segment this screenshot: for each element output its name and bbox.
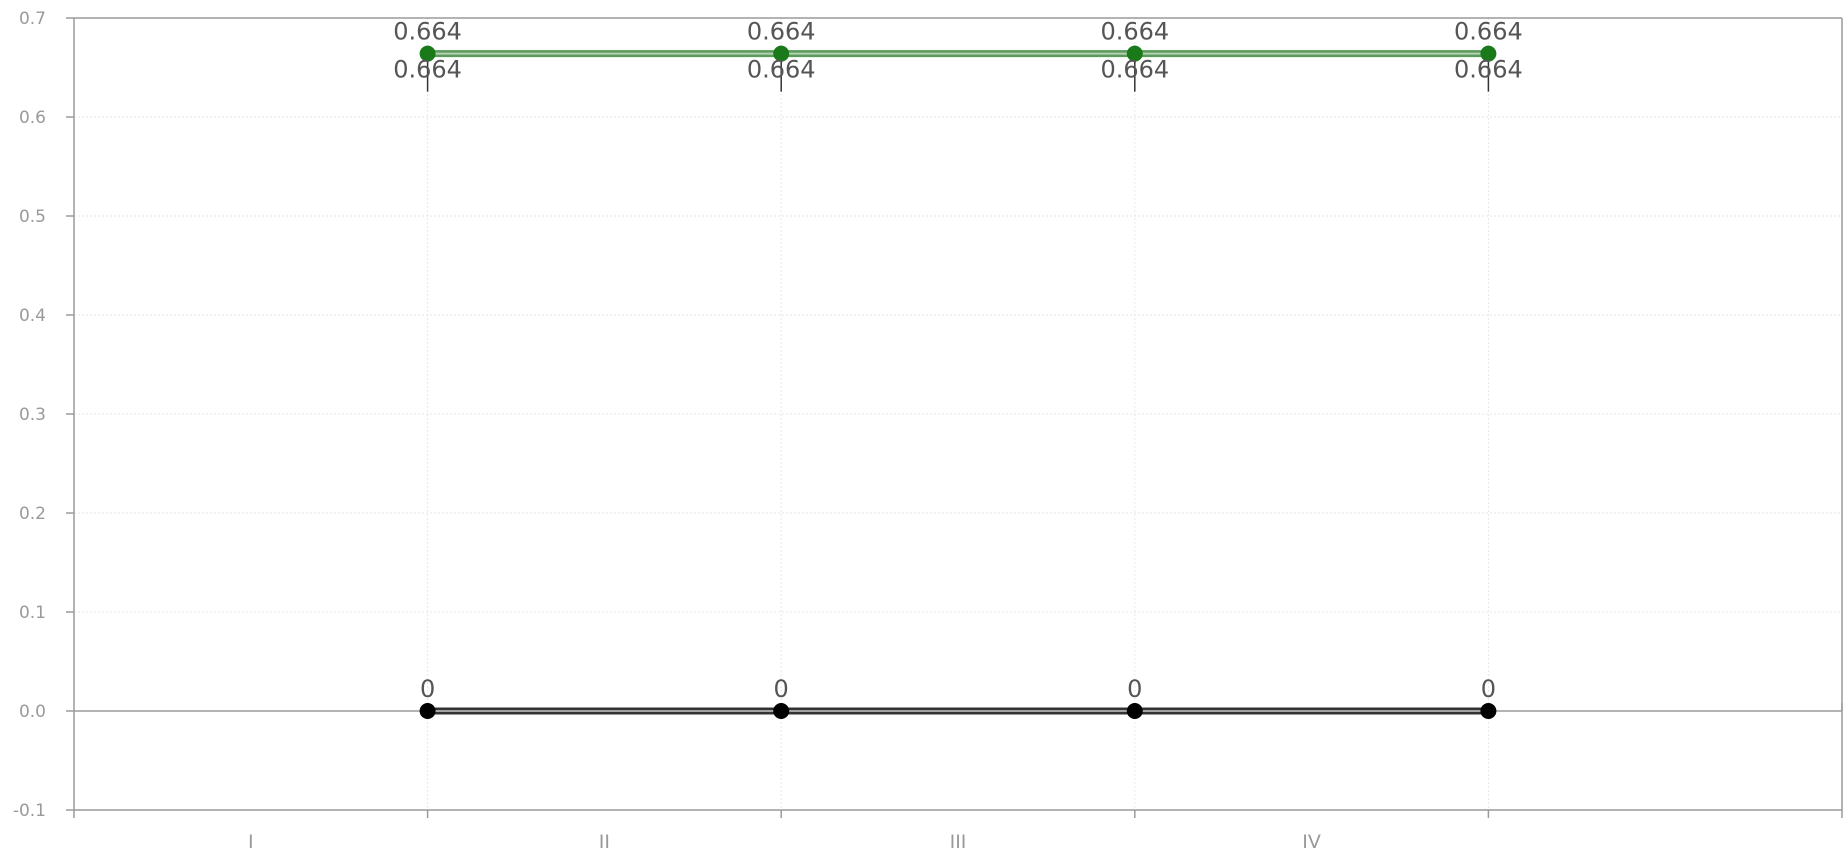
y-tick-label: -0.1 — [13, 801, 46, 821]
data-label-above: 0 — [1127, 675, 1142, 703]
data-label-below: 0.664 — [1454, 56, 1523, 84]
data-label-below: 0.664 — [1100, 56, 1169, 84]
x-category-label: IV — [1302, 831, 1321, 853]
y-tick-label: 0.2 — [19, 504, 46, 524]
data-point — [1126, 703, 1143, 719]
data-label-above: 0.664 — [393, 18, 462, 46]
data-label-below: 0.664 — [747, 56, 816, 84]
y-tick-label: 0.5 — [19, 207, 46, 227]
data-point — [1480, 703, 1497, 719]
y-tick-label: 0.4 — [19, 306, 46, 326]
y-tick-label: 0.1 — [19, 603, 46, 623]
data-point — [1126, 45, 1143, 62]
x-category-label: I — [248, 831, 254, 853]
data-label-above: 0.664 — [1100, 18, 1169, 46]
data-point — [419, 703, 436, 719]
data-point — [419, 45, 436, 62]
data-label-above: 0 — [420, 675, 435, 703]
y-tick-label: 0.3 — [19, 405, 46, 425]
data-label-above: 0.664 — [1454, 18, 1523, 46]
y-tick-label: 0.0 — [19, 702, 46, 722]
data-point — [1480, 45, 1497, 62]
x-category-label: III — [950, 831, 967, 853]
x-category-label: II — [599, 831, 610, 853]
data-label-above: 0.664 — [747, 18, 816, 46]
y-tick-label: 0.6 — [19, 108, 46, 128]
data-label-below: 0.664 — [393, 56, 462, 84]
y-tick-label: 0.7 — [19, 9, 46, 29]
data-point — [773, 45, 790, 62]
data-label-above: 0 — [1481, 675, 1496, 703]
data-label-above: 0 — [774, 675, 789, 703]
data-point — [773, 703, 790, 719]
